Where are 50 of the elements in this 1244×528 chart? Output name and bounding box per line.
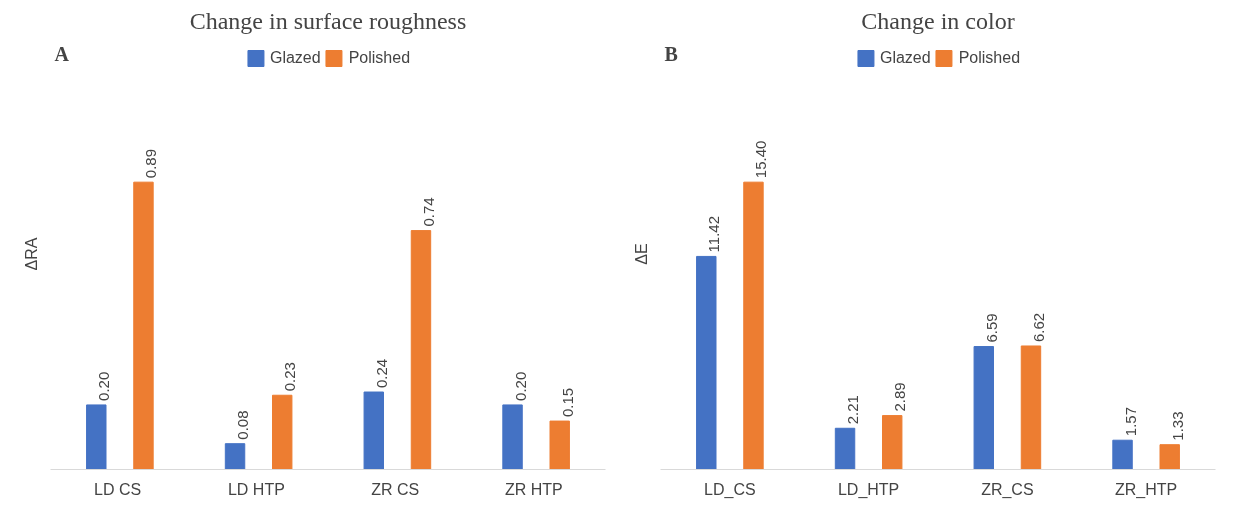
bar xyxy=(696,255,717,470)
bar xyxy=(224,443,246,470)
bar xyxy=(882,415,903,470)
bar xyxy=(743,181,764,470)
bar xyxy=(1020,345,1042,470)
x-tick-label: LD HTP xyxy=(227,480,285,498)
legend-label: Polished xyxy=(348,49,411,67)
data-label: 2.89 xyxy=(891,382,909,412)
data-label: 0.20 xyxy=(511,371,529,401)
data-label: 0.08 xyxy=(234,410,252,440)
data-label: 1.33 xyxy=(1168,411,1186,441)
x-tick-label: ZR HTP xyxy=(505,480,563,498)
data-label: 6.62 xyxy=(1029,312,1047,342)
x-tick-label: LD_HTP xyxy=(837,480,900,499)
data-label: 0.89 xyxy=(142,148,160,179)
data-label: 2.21 xyxy=(844,395,862,425)
data-label: 0.74 xyxy=(419,197,437,227)
data-label: 0.15 xyxy=(558,387,576,418)
bar xyxy=(549,420,570,470)
legend-label: Glazed xyxy=(269,49,321,67)
text: A xyxy=(54,42,70,65)
x-tick-label: LD_CS xyxy=(704,480,756,499)
data-label: 15.40 xyxy=(752,140,770,179)
x-tick-label: ZR_CS xyxy=(981,480,1034,499)
data-label: 0.20 xyxy=(95,371,113,401)
data-label: 0.24 xyxy=(372,358,390,389)
text: B xyxy=(664,42,678,65)
bar xyxy=(834,427,856,470)
x-tick-label: ZR_HTP xyxy=(1115,480,1178,499)
data-label: 6.59 xyxy=(982,313,1000,343)
bar xyxy=(1112,439,1133,470)
bar xyxy=(363,391,384,470)
y-axis-title: ΔRA xyxy=(22,237,40,271)
chart-title: Change in surface roughness xyxy=(189,7,467,34)
bar xyxy=(410,230,432,470)
data-label: 11.42 xyxy=(705,215,723,253)
bar xyxy=(133,181,154,470)
bar xyxy=(973,346,994,470)
x-tick-label: ZR CS xyxy=(371,480,420,498)
bar xyxy=(86,404,107,470)
legend-label: Glazed xyxy=(879,49,931,67)
chart-title: Change in color xyxy=(861,7,1015,34)
bar xyxy=(1159,444,1180,470)
data-label: 1.57 xyxy=(1121,407,1139,437)
x-tick-label: LD CS xyxy=(94,480,142,498)
bar xyxy=(502,404,523,470)
bar xyxy=(272,394,293,470)
y-axis-title: ΔE xyxy=(632,243,650,265)
legend-label: Polished xyxy=(958,49,1021,67)
data-label: 0.23 xyxy=(281,362,299,392)
